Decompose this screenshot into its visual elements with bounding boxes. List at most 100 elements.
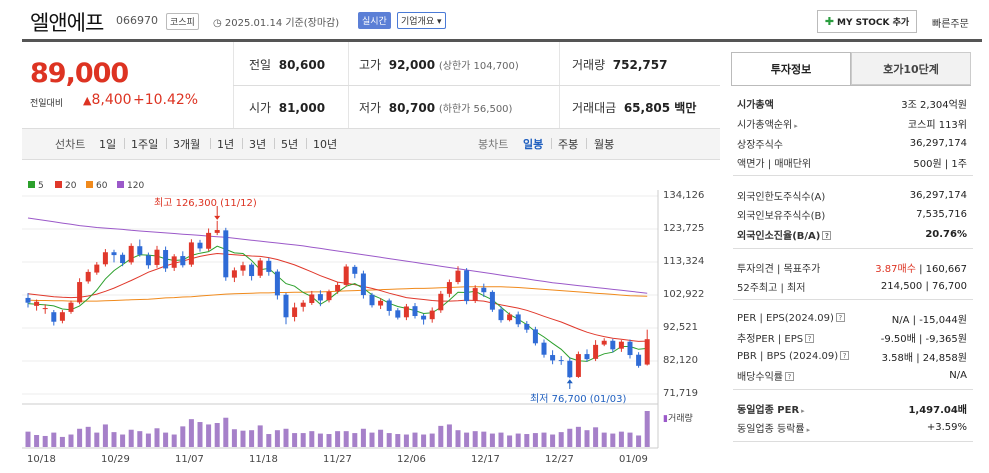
open-value: 81,000 bbox=[278, 101, 326, 115]
market-cap-rank-row: 시가총액순위 ▸ 코스피 113위 bbox=[737, 115, 967, 131]
arrow-right-icon[interactable]: ▸ bbox=[806, 425, 811, 434]
tab-1year[interactable]: 1년 bbox=[217, 138, 235, 151]
candle-body bbox=[231, 270, 237, 278]
tab-monthly[interactable]: 월봉 bbox=[594, 138, 615, 151]
x-tick: 11/18 bbox=[249, 454, 278, 465]
tab-1week[interactable]: 1주일 bbox=[131, 138, 159, 151]
tab-1day[interactable]: 1일 bbox=[99, 138, 117, 151]
x-tick: 12/17 bbox=[471, 454, 500, 465]
volume-bar bbox=[489, 433, 495, 447]
volume-bar bbox=[240, 430, 246, 447]
candle-body bbox=[249, 264, 255, 277]
current-price: 89,000 bbox=[30, 58, 129, 89]
tab-invest-info[interactable]: 투자정보 bbox=[731, 52, 851, 85]
divider bbox=[233, 85, 720, 86]
candle-body bbox=[42, 308, 48, 310]
candle-body bbox=[524, 323, 530, 330]
tab-order-book[interactable]: 호가10단계 bbox=[851, 52, 971, 85]
divider bbox=[551, 138, 552, 149]
y-tick: 82,120 bbox=[663, 355, 698, 366]
volume-bar bbox=[421, 434, 427, 447]
volume-bar bbox=[145, 433, 151, 447]
company-info-dropdown[interactable]: 기업개요 ▾ bbox=[397, 12, 446, 29]
candle-body bbox=[335, 284, 341, 292]
volume-bar bbox=[369, 432, 375, 447]
par-row: 액면가 | 매매단위 500원 | 1주 bbox=[737, 154, 967, 170]
change-amount: 8,400 bbox=[91, 92, 132, 108]
label: 투자의견 | 목표주가 bbox=[737, 263, 821, 275]
help-icon[interactable]: ? bbox=[835, 313, 845, 322]
label-text: PER | EPS(2024.09) bbox=[737, 312, 834, 324]
label: 상장주식수 bbox=[737, 139, 783, 151]
candle-body bbox=[214, 230, 220, 233]
volume-bar bbox=[472, 431, 478, 447]
volume-bar bbox=[550, 434, 556, 447]
quick-order-link[interactable]: 빠른주문 bbox=[932, 19, 969, 30]
tab-3month[interactable]: 3개월 bbox=[173, 138, 201, 151]
up-arrow-icon: ▲ bbox=[83, 94, 92, 107]
tab-weekly[interactable]: 주봉 bbox=[558, 138, 579, 151]
help-icon[interactable]: ? bbox=[805, 334, 815, 343]
clock-icon: ◷ bbox=[213, 18, 222, 29]
candle-body bbox=[188, 242, 194, 265]
label: 동일업종 등락률 ▸ bbox=[737, 420, 810, 435]
mystock-add-button[interactable]: ✚ MY STOCK 추가 bbox=[817, 10, 917, 33]
candle-body bbox=[498, 309, 504, 321]
value: 36,297,174 bbox=[909, 137, 967, 149]
candle-body bbox=[223, 230, 229, 278]
candle-body bbox=[636, 354, 642, 366]
candle-body bbox=[601, 340, 607, 345]
foreign-hold-row: 외국인보유주식수(B) 7,535,716 bbox=[737, 206, 967, 222]
tab-10year[interactable]: 10년 bbox=[313, 138, 338, 151]
value: 3.58배 | 24,858원 bbox=[881, 352, 967, 364]
tab-candle-chart[interactable]: 봉차트 bbox=[478, 138, 509, 151]
arrow-right-icon[interactable]: ▸ bbox=[794, 121, 798, 130]
volume-bar bbox=[515, 433, 521, 447]
chart-tab-bar bbox=[22, 128, 720, 160]
tab-3year[interactable]: 3년 bbox=[249, 138, 267, 151]
volume: 거래량 752,757 bbox=[572, 56, 667, 73]
value: 214,500 | 76,700 bbox=[880, 280, 967, 292]
label-text: 배당수익률 bbox=[737, 371, 783, 383]
low-value: 80,700 bbox=[388, 101, 436, 115]
volume-bar bbox=[360, 428, 366, 447]
tab-daily[interactable]: 일봉 bbox=[523, 138, 544, 151]
x-tick: 11/27 bbox=[323, 454, 352, 465]
candle-body bbox=[197, 242, 203, 249]
volume-bar bbox=[446, 424, 452, 447]
volume-bar bbox=[77, 428, 83, 447]
realtime-button[interactable]: 실시간 bbox=[358, 12, 391, 29]
value: 36,297,174 bbox=[909, 189, 967, 201]
candle-body bbox=[489, 291, 495, 310]
help-icon[interactable]: ? bbox=[840, 351, 850, 360]
amount-value: 65,805 백만 bbox=[623, 101, 697, 115]
volume-bar bbox=[498, 432, 504, 447]
foreign-limit-row: 외국인한도주식수(A) 36,297,174 bbox=[737, 187, 967, 203]
candle-body bbox=[34, 301, 40, 306]
divider bbox=[274, 138, 275, 149]
volume-bar bbox=[412, 432, 418, 447]
arrow-right-icon[interactable]: ▸ bbox=[801, 406, 805, 415]
date-text: 2025.01.14 기준(장마감) bbox=[224, 18, 340, 29]
volume-bar bbox=[343, 431, 349, 447]
x-tick: 12/27 bbox=[545, 454, 574, 465]
tab-line-chart[interactable]: 선차트 bbox=[55, 138, 86, 151]
volume-bar bbox=[59, 436, 65, 447]
label-text: 시가총액순위 bbox=[737, 119, 793, 131]
value: 1,497.04배 bbox=[908, 404, 967, 416]
volume-bar bbox=[292, 433, 298, 447]
change-label: 전일대비 bbox=[30, 99, 64, 109]
legend-swatch bbox=[117, 181, 124, 188]
label: 외국인소진율(B/A)? bbox=[737, 227, 832, 242]
volume-value: 752,757 bbox=[612, 58, 668, 72]
candle-body bbox=[472, 288, 478, 301]
candle-body bbox=[240, 265, 246, 271]
candle-body bbox=[412, 306, 418, 317]
tab-5year[interactable]: 5년 bbox=[281, 138, 299, 151]
help-icon[interactable]: ? bbox=[822, 231, 832, 240]
help-icon[interactable]: ? bbox=[785, 372, 794, 381]
candle-body bbox=[567, 360, 573, 378]
candle-body bbox=[386, 300, 392, 311]
candle-body bbox=[541, 342, 547, 355]
